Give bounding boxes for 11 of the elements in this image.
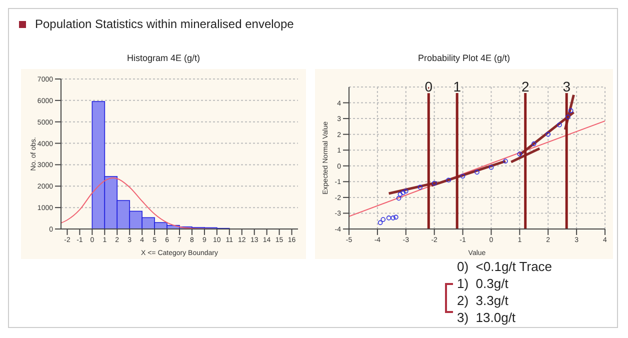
text: Population Statistics within mineralised envelope — [34, 17, 294, 31]
annotation: 1 — [453, 78, 462, 94]
chart-title: Histogram 4E (g/t) — [21, 47, 306, 69]
text: 3) 13.0g/t — [457, 310, 516, 325]
text: 1) 0.3g/t — [457, 276, 508, 291]
chart-title: Probability Plot 4E (g/t) — [315, 47, 613, 69]
text: 0) <0.1g/t Trace — [457, 259, 552, 274]
annotation: 3 — [562, 78, 571, 94]
annotation: 2 — [521, 78, 530, 94]
text: 2) 3.3g/t — [457, 293, 508, 308]
annotation: 0 — [424, 78, 433, 94]
